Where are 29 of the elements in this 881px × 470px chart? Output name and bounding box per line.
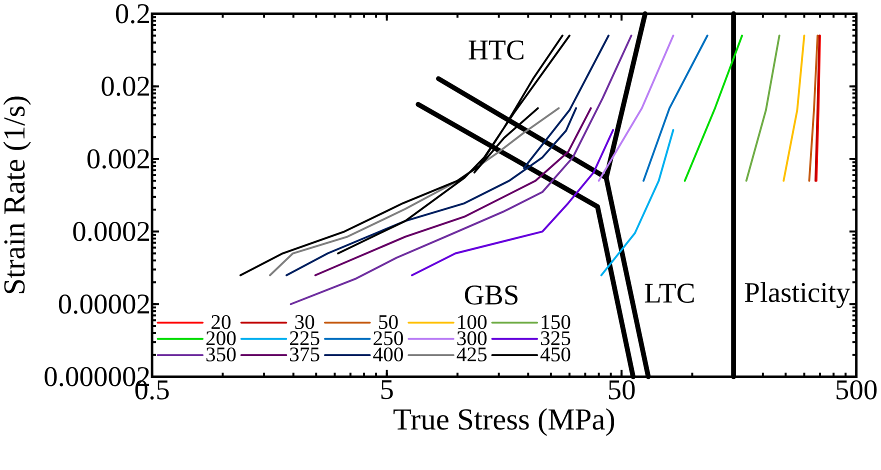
x-tick-label: 50: [608, 380, 635, 400]
x-tick-label: 5: [381, 380, 393, 400]
legend-label: 250: [374, 331, 403, 346]
legend-label: 20: [212, 315, 231, 329]
legend-label: 375: [290, 347, 320, 362]
y-tick-label: 0.0002: [73, 222, 149, 242]
legend-label: 200: [206, 331, 236, 346]
y-tick-label: 0.00002: [58, 294, 149, 314]
annotation: LTC: [644, 284, 694, 303]
x-axis-title: True Stress (MPa): [394, 408, 614, 436]
legend-label: 150: [542, 315, 570, 329]
legend-label: 425: [456, 347, 487, 362]
annotation: GBS: [464, 285, 518, 305]
y-axis-title: Strain Rate (1/s): [3, 96, 31, 294]
legend-label: 100: [458, 315, 487, 329]
y-tick-label: 0.2: [116, 4, 149, 24]
legend-label: 400: [373, 347, 403, 362]
legend-label: 300: [457, 331, 487, 346]
y-tick-label: 0.02: [102, 76, 149, 96]
legend-label: 50: [379, 315, 398, 329]
legend-label: 30: [295, 315, 314, 329]
y-tick-label: 0.002: [87, 149, 149, 169]
annotation: HTC: [468, 40, 524, 60]
annotation: Plasticity: [744, 282, 850, 308]
legend-label: 225: [290, 331, 320, 346]
legend-label: 325: [540, 331, 570, 346]
legend-label: 450: [540, 347, 570, 362]
legend-label: 350: [206, 347, 236, 362]
x-tick-label: 500: [836, 380, 877, 400]
